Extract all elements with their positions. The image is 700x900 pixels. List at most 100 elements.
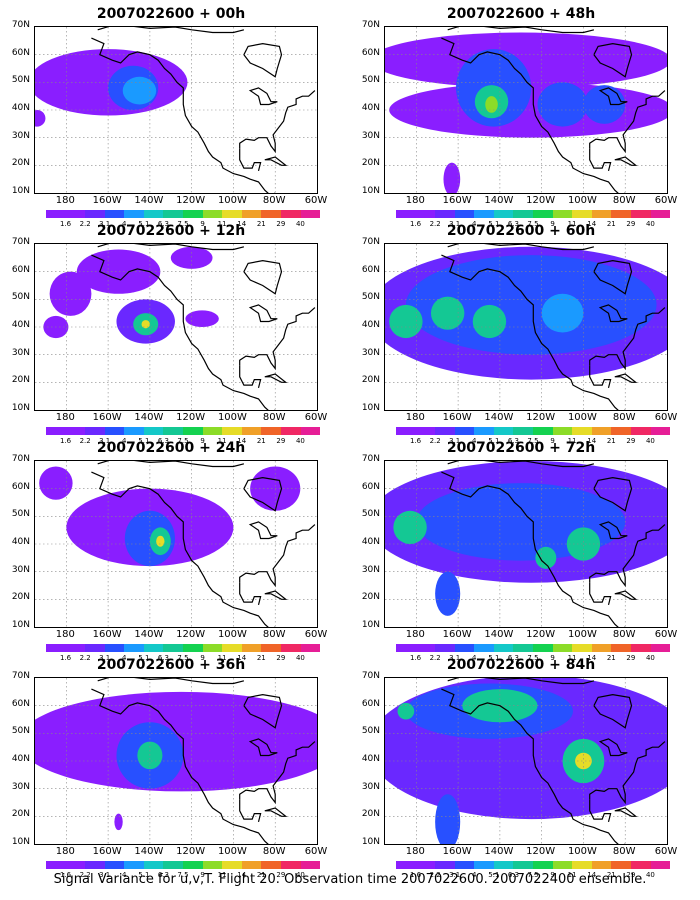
lon-tick-label: 80W <box>262 412 286 423</box>
colorbar-swatch <box>611 210 631 218</box>
colorbar-swatch <box>65 427 86 435</box>
colorbar-label: 7.5 <box>177 220 189 228</box>
colorbar-swatch <box>222 861 242 869</box>
colorbar-label: 21 <box>606 437 616 445</box>
panel-title: 2007022600 + 00h <box>96 6 246 22</box>
colorbar-label: 7.5 <box>527 871 539 879</box>
colorbar-swatch <box>650 861 671 869</box>
lat-tick-label: 10N <box>361 186 380 196</box>
colorbar-swatch <box>513 427 534 435</box>
colorbar-label: 9 <box>200 871 205 879</box>
colorbar-label: 6.3 <box>157 871 169 879</box>
map-panel: 2007022600 + 84h 70N 60N 50N 40N 30N 20N 10N 180… <box>350 651 690 879</box>
colorbar-swatch <box>280 427 301 435</box>
colorbar-label: 40 <box>295 220 305 228</box>
lon-tick-label: 140W <box>134 412 164 423</box>
colorbar-swatch <box>533 427 553 435</box>
lat-tick-label: 50N <box>361 726 380 737</box>
colorbar-swatch <box>474 210 494 218</box>
lon-tick-label: 60W <box>304 195 328 206</box>
variance-contour <box>472 304 507 339</box>
colorbar-label: 21 <box>606 871 616 879</box>
colorbar <box>46 861 321 869</box>
colorbar-swatch <box>183 644 203 652</box>
variance-contour <box>583 85 626 124</box>
colorbar-swatch <box>396 210 416 218</box>
coastline <box>239 90 316 154</box>
lon-tick-label: 120W <box>526 629 556 640</box>
lat-tick-label: 70N <box>361 454 380 464</box>
lon-tick-label: 120W <box>526 846 556 857</box>
variance-contour <box>389 304 423 339</box>
colorbar-swatch <box>85 861 105 869</box>
colorbar-swatch <box>183 210 203 218</box>
colorbar-swatch <box>143 644 164 652</box>
colorbar-swatch <box>124 861 144 869</box>
coastline <box>248 521 278 540</box>
coastline <box>447 678 595 685</box>
colorbar-label: 9 <box>200 437 205 445</box>
coastline <box>598 87 628 106</box>
colorbar-label: 7.5 <box>177 654 189 662</box>
colorbar-label: 5.1 <box>488 220 500 228</box>
variance-contour <box>170 246 213 269</box>
colorbar-swatch <box>435 644 455 652</box>
colorbar-label: 9 <box>550 871 555 879</box>
colorbar-label: 29 <box>276 871 286 879</box>
lat-tick-label: 40N <box>361 537 380 547</box>
colorbar-swatch <box>104 644 125 652</box>
lat-tick-label: 40N <box>11 537 30 547</box>
colorbar-label: 7.5 <box>527 654 539 662</box>
coastline <box>593 259 633 295</box>
colorbar-label: 9 <box>200 220 205 228</box>
coastline <box>264 156 288 166</box>
colorbar-swatch <box>493 644 514 652</box>
colorbar-label: 4 <box>472 437 477 445</box>
colorbar-swatch <box>65 210 86 218</box>
coastline <box>239 148 262 172</box>
coastline <box>589 365 612 389</box>
lat-tick-label: 60N <box>11 47 30 58</box>
lon-tick-label: 160W <box>442 846 472 857</box>
colorbar-label: 14 <box>587 220 597 228</box>
colorbar-label: 3.1 <box>449 654 461 662</box>
lat-tick-label: 60N <box>361 698 380 709</box>
colorbar-label: 21 <box>256 654 266 662</box>
colorbar-label: 7.5 <box>177 871 189 879</box>
colorbar-label: 1.6 <box>59 220 72 228</box>
colorbar-swatch <box>124 644 144 652</box>
colorbar <box>396 210 671 218</box>
panel-title: 2007022600 + 84h <box>446 657 596 673</box>
colorbar-swatch <box>415 210 436 218</box>
colorbar-label: 2.2 <box>429 654 441 662</box>
variance-contour <box>122 76 157 105</box>
colorbar-swatch <box>104 210 125 218</box>
colorbar-swatch <box>280 210 301 218</box>
colorbar-label: 14 <box>587 871 597 879</box>
colorbar-swatch <box>85 644 105 652</box>
colorbar-swatch <box>591 210 612 218</box>
colorbar-swatch <box>435 861 455 869</box>
coastline <box>243 693 283 729</box>
variance-contour <box>405 255 657 355</box>
lat-tick-label: 20N <box>11 809 30 820</box>
figure-caption: Signal Variance for u,v,T. Flight 20. Ob… <box>53 872 647 887</box>
colorbar-swatch <box>163 861 184 869</box>
colorbar-swatch <box>493 861 514 869</box>
lon-tick-label: 60W <box>654 412 678 423</box>
map-panel: 2007022600 + 12h 70N 60N 50N 40N 30N 20N 10N 180… <box>0 217 340 445</box>
colorbar-label: 40 <box>295 437 305 445</box>
lat-tick-label: 30N <box>361 347 380 358</box>
lon-tick-label: 180 <box>55 195 75 206</box>
variance-contour <box>35 110 46 127</box>
lon-tick-label: 100W <box>567 412 597 423</box>
lon-tick-label: 80W <box>612 412 636 423</box>
colorbar-label: 5.1 <box>488 654 500 662</box>
lon-tick-label: 120W <box>176 846 206 857</box>
colorbar-swatch <box>474 644 494 652</box>
colorbar-swatch <box>474 861 494 869</box>
colorbar-swatch <box>85 427 105 435</box>
coastline <box>593 693 633 729</box>
colorbar-swatch <box>552 644 573 652</box>
colorbar-label: 3.1 <box>99 654 111 662</box>
